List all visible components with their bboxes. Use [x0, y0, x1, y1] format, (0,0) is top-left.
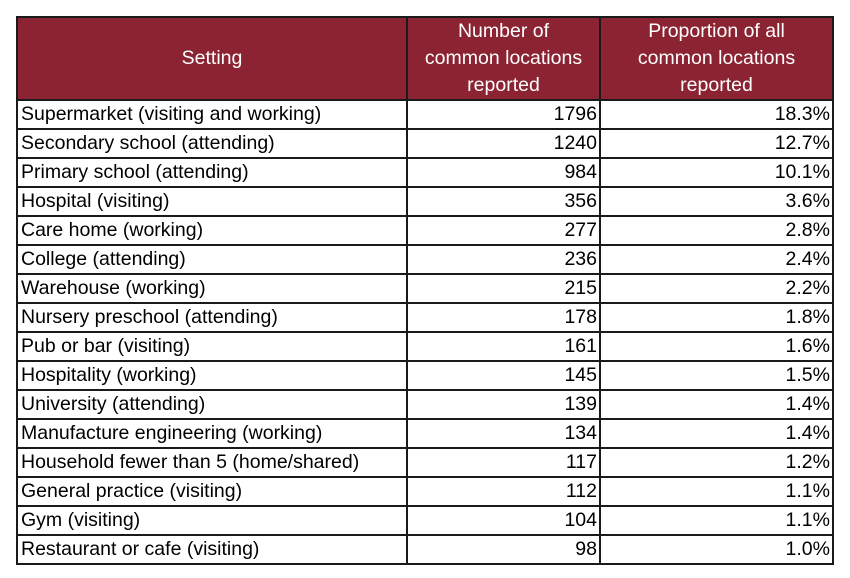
header-proportion-line-3: reported — [680, 74, 753, 96]
count-cell: 277 — [406, 215, 601, 246]
proportion-cell: 2.4% — [599, 244, 834, 275]
count-cell: 1796 — [406, 99, 601, 130]
proportion-cell: 18.3% — [599, 99, 834, 130]
table-row: General practice (visiting) 112 1.1% — [16, 476, 834, 507]
header-count-line-1: Number of — [457, 20, 550, 42]
count-cell: 117 — [406, 447, 601, 478]
header-proportion-line-1: Proportion of all — [648, 20, 785, 42]
proportion-cell: 1.1% — [599, 505, 834, 536]
header-proportion-line-2: common locations — [637, 47, 796, 69]
proportion-cell: 2.2% — [599, 273, 834, 304]
count-cell: 134 — [406, 418, 601, 449]
count-cell: 161 — [406, 331, 601, 362]
proportion-cell: 3.6% — [599, 186, 834, 217]
count-cell: 215 — [406, 273, 601, 304]
table-row: Care home (working) 277 2.8% — [16, 215, 834, 246]
setting-cell: Nursery preschool (attending) — [16, 302, 408, 333]
setting-cell: Restaurant or cafe (visiting) — [16, 534, 408, 565]
proportion-cell: 1.0% — [599, 534, 834, 565]
header-row: Setting Number of common locations repor… — [16, 16, 834, 101]
proportion-cell: 12.7% — [599, 128, 834, 159]
header-setting-label: Setting — [181, 47, 243, 69]
table-row: Manufacture engineering (working) 134 1.… — [16, 418, 834, 449]
proportion-cell: 1.8% — [599, 302, 834, 333]
setting-cell: General practice (visiting) — [16, 476, 408, 507]
proportion-cell: 1.4% — [599, 418, 834, 449]
proportion-cell: 2.8% — [599, 215, 834, 246]
count-cell: 98 — [406, 534, 601, 565]
setting-cell: Primary school (attending) — [16, 157, 408, 188]
table-row: Supermarket (visiting and working) 1796 … — [16, 99, 834, 130]
table-row: Secondary school (attending) 1240 12.7% — [16, 128, 834, 159]
table-header: Setting Number of common locations repor… — [16, 16, 834, 101]
table-row: Restaurant or cafe (visiting) 98 1.0% — [16, 534, 834, 565]
setting-cell: University (attending) — [16, 389, 408, 420]
table-row: Hospitality (working) 145 1.5% — [16, 360, 834, 391]
setting-cell: Manufacture engineering (working) — [16, 418, 408, 449]
count-cell: 1240 — [406, 128, 601, 159]
count-cell: 236 — [406, 244, 601, 275]
proportion-cell: 1.5% — [599, 360, 834, 391]
table-row: University (attending) 139 1.4% — [16, 389, 834, 420]
table-row: Household fewer than 5 (home/shared) 117… — [16, 447, 834, 478]
setting-cell: Gym (visiting) — [16, 505, 408, 536]
common-locations-table: Setting Number of common locations repor… — [16, 16, 834, 565]
setting-cell: Pub or bar (visiting) — [16, 331, 408, 362]
table-row: Hospital (visiting) 356 3.6% — [16, 186, 834, 217]
proportion-cell: 10.1% — [599, 157, 834, 188]
header-count: Number of common locations reported — [406, 16, 601, 101]
table-row: College (attending) 236 2.4% — [16, 244, 834, 275]
proportion-cell: 1.1% — [599, 476, 834, 507]
table-row: Gym (visiting) 104 1.1% — [16, 505, 834, 536]
table-row: Warehouse (working) 215 2.2% — [16, 273, 834, 304]
table-row: Pub or bar (visiting) 161 1.6% — [16, 331, 834, 362]
header-proportion: Proportion of all common locations repor… — [599, 16, 834, 101]
count-cell: 984 — [406, 157, 601, 188]
count-cell: 178 — [406, 302, 601, 333]
setting-cell: Household fewer than 5 (home/shared) — [16, 447, 408, 478]
setting-cell: Care home (working) — [16, 215, 408, 246]
setting-cell: Supermarket (visiting and working) — [16, 99, 408, 130]
header-count-line-2: common locations — [424, 47, 583, 69]
count-cell: 112 — [406, 476, 601, 507]
proportion-cell: 1.4% — [599, 389, 834, 420]
count-cell: 356 — [406, 186, 601, 217]
setting-cell: College (attending) — [16, 244, 408, 275]
table-row: Primary school (attending) 984 10.1% — [16, 157, 834, 188]
count-cell: 139 — [406, 389, 601, 420]
count-cell: 145 — [406, 360, 601, 391]
setting-cell: Warehouse (working) — [16, 273, 408, 304]
header-count-line-3: reported — [467, 74, 540, 96]
table-row: Nursery preschool (attending) 178 1.8% — [16, 302, 834, 333]
proportion-cell: 1.2% — [599, 447, 834, 478]
count-cell: 104 — [406, 505, 601, 536]
table-body: Supermarket (visiting and working) 1796 … — [16, 99, 834, 565]
header-setting: Setting — [16, 16, 408, 101]
setting-cell: Hospitality (working) — [16, 360, 408, 391]
setting-cell: Secondary school (attending) — [16, 128, 408, 159]
proportion-cell: 1.6% — [599, 331, 834, 362]
setting-cell: Hospital (visiting) — [16, 186, 408, 217]
